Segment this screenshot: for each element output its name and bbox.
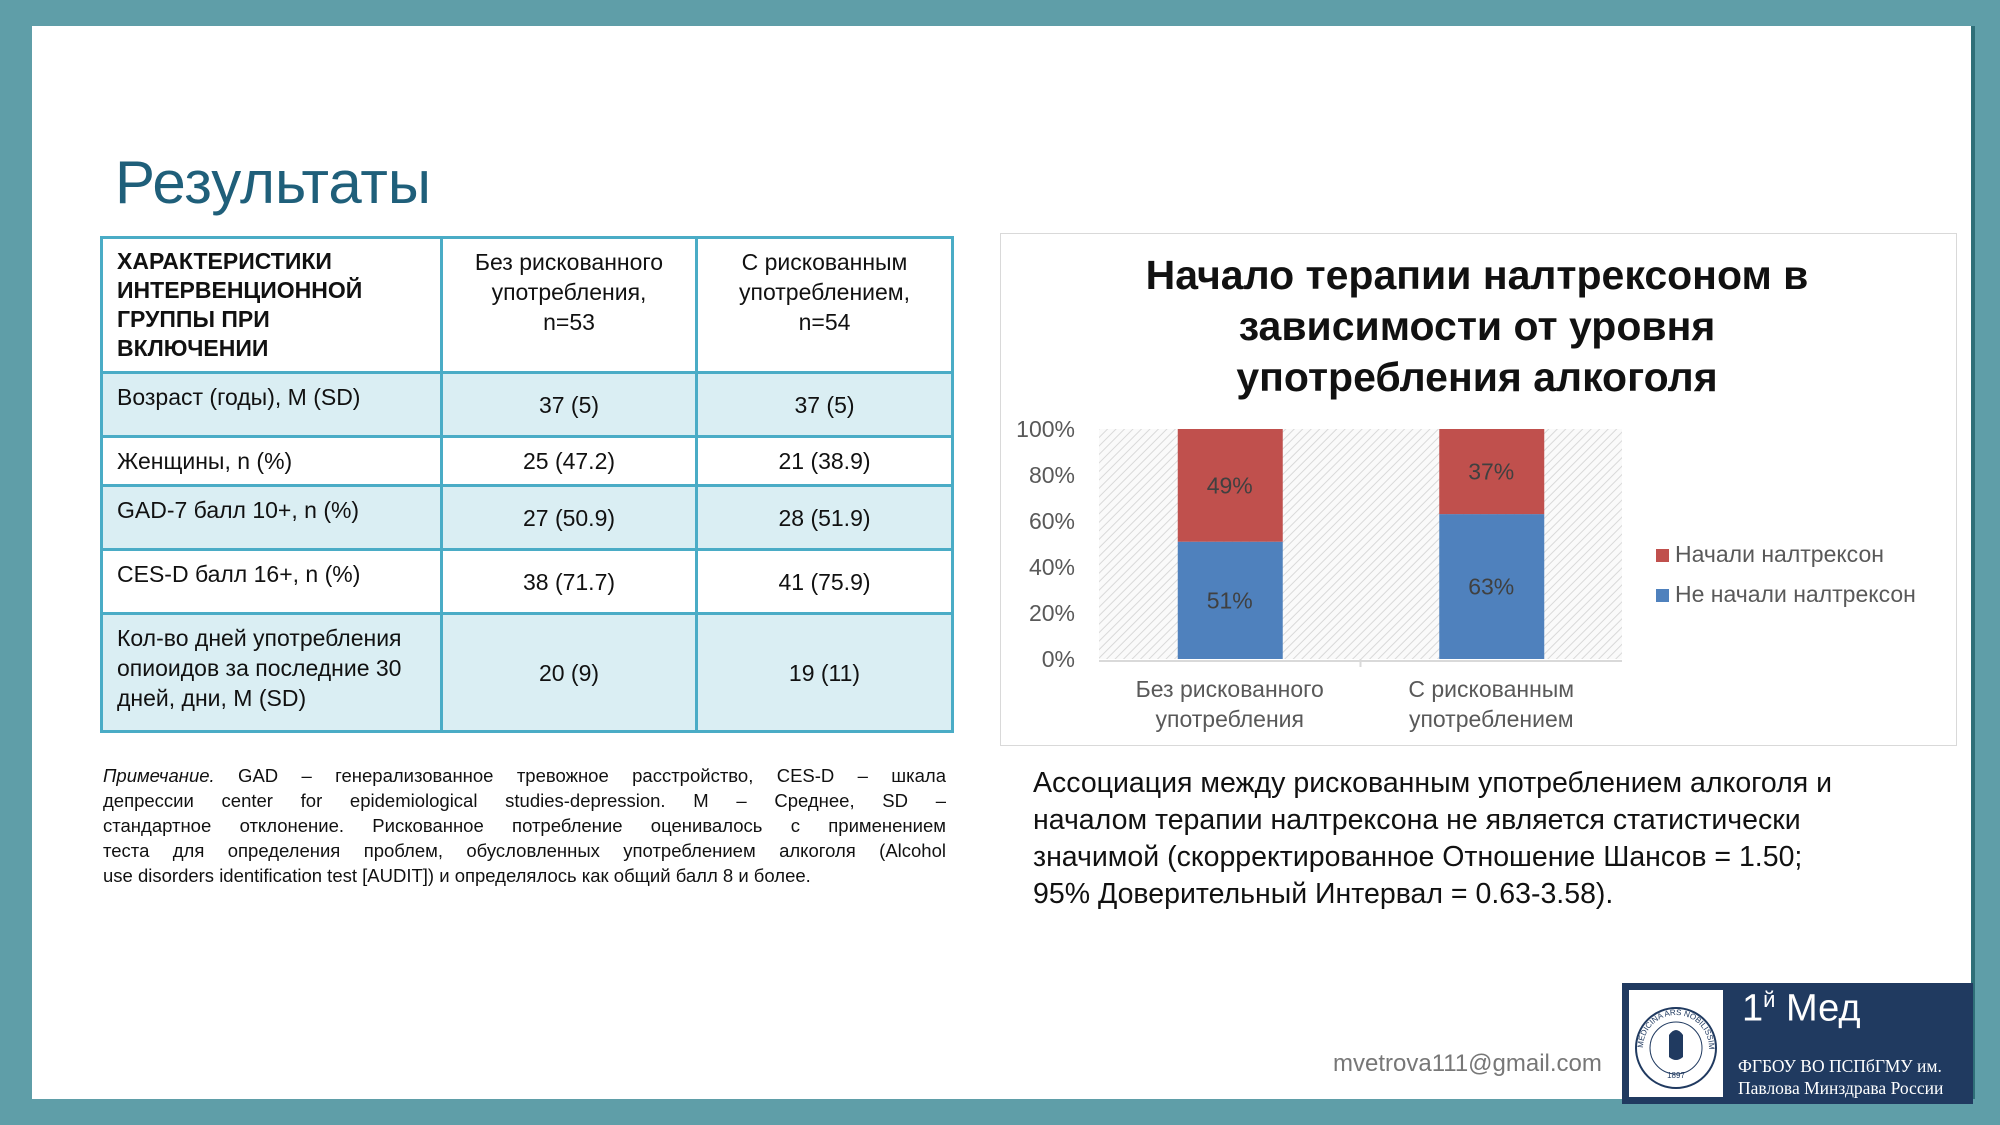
note-line: use disorders identification test [AUDIT…: [103, 865, 811, 886]
value-label: 63%: [1468, 574, 1514, 600]
logo: MEDICINA ARS NOBILISSIMA 1897 1й Мед ФГБ…: [1622, 983, 1973, 1104]
legend-swatch: [1656, 589, 1669, 602]
logo-number: 1: [1742, 987, 1764, 1030]
conclusion: Ассоциация между рискованным употреблени…: [1033, 765, 1832, 913]
chart-title: Начало терапии налтрексоном в зависимост…: [1145, 252, 1809, 400]
legend-swatch: [1656, 549, 1669, 562]
value-cell: 19 (11): [695, 612, 954, 733]
logo-line: ФГБОУ ВО ПСПбГМУ им.: [1738, 1056, 1942, 1076]
logo-name: 1й Мед: [1742, 987, 1861, 1031]
table-row: Женщины, n (%) 25 (47.2) 21 (38.9): [100, 435, 954, 487]
label-cell: GAD-7 балл 10+, n (%): [100, 484, 443, 551]
logo-suffix: й: [1763, 987, 1776, 1012]
conclusion-line: 95% Доверительный Интервал = 0.63-3.58).: [1033, 878, 1614, 910]
y-tick-label: 20%: [1029, 600, 1075, 626]
slide-title: Результаты: [115, 149, 431, 216]
note-line: депрессии center for epidemiological stu…: [103, 790, 946, 811]
header-cell: Без рискованного употребления, n=53: [440, 236, 698, 374]
conclusion-line: началом терапии налтрексона не является …: [1033, 804, 1801, 836]
legend-label: Начали налтрексон: [1675, 541, 1884, 567]
note-text: GAD – генерализованное тревожное расстро…: [214, 765, 946, 786]
legend-label: Не начали налтрексон: [1675, 581, 1916, 607]
x-tick-label: Без рискованного употребления: [1135, 676, 1324, 732]
header-line: n=54: [798, 309, 851, 335]
bar-segment: [1439, 429, 1545, 515]
logo-word: Мед: [1786, 987, 1861, 1030]
value-cell: 27 (50.9): [440, 484, 698, 551]
y-tick-label: 40%: [1029, 554, 1075, 580]
bar-segment: [1177, 541, 1283, 659]
label-cell: Женщины, n (%): [100, 435, 443, 487]
header-line: Без рискованного: [474, 249, 664, 275]
conclusion-line: Ассоциация между рискованным употреблени…: [1033, 767, 1833, 799]
value-cell: 21 (38.9): [695, 435, 954, 487]
bar-segment: [1177, 429, 1283, 542]
header-line: употребления,: [491, 279, 647, 305]
header-line: употреблением,: [739, 279, 910, 305]
value-cell: 37 (5): [440, 371, 698, 438]
note-line: теста для определения проблем, обусловле…: [103, 840, 946, 861]
table-row: CES-D балл 16+, n (%) 38 (71.7) 41 (75.9): [100, 548, 954, 615]
value-cell: 37 (5): [695, 371, 954, 438]
table-row: Кол-во дней употребления опиоидов за пос…: [100, 612, 954, 733]
label-cell: Возраст (годы), M (SD): [100, 371, 443, 438]
note-line: Примечание. GAD – генерализованное трево…: [103, 763, 946, 788]
value-cell: 25 (47.2): [440, 435, 698, 487]
value-cell: 28 (51.9): [695, 484, 954, 551]
value-label: 51%: [1207, 587, 1253, 613]
table: ХАРАКТЕРИСТИКИ ИНТЕРВЕНЦИОННОЙ ГРУППЫ ПР…: [100, 236, 954, 733]
table-header-row: ХАРАКТЕРИСТИКИ ИНТЕРВЕНЦИОННОЙ ГРУППЫ ПР…: [100, 236, 954, 374]
header-line: ХАРАКТЕРИСТИКИ ИНТЕРВЕНЦИОННОЙ ГРУППЫ ПР…: [117, 248, 363, 361]
emblem: MEDICINA ARS NOBILISSIMA 1897: [1629, 990, 1723, 1097]
conclusion-line: значимой (скорректированное Отношение Ша…: [1033, 841, 1803, 873]
value-label: 49%: [1207, 472, 1253, 498]
x-tick-label: С рискованным употреблением: [1408, 676, 1575, 732]
y-tick-label: 0%: [1042, 646, 1075, 672]
label-cell: Кол-во дней употребления опиоидов за пос…: [100, 612, 443, 733]
email: mvetrova111@gmail.com: [1333, 1050, 1602, 1077]
y-tick-label: 80%: [1029, 462, 1075, 488]
note-line: стандартное отклонение. Рискованное потр…: [103, 815, 946, 836]
legend-item: Начали налтрексон: [1656, 541, 1884, 568]
header-line: С рискованным: [741, 249, 908, 275]
bar-segment: [1439, 514, 1545, 659]
label-cell: CES-D балл 16+, n (%): [100, 548, 443, 615]
value-label: 37%: [1468, 459, 1514, 485]
note-label: Примечание.: [103, 765, 215, 786]
y-tick-label: 100%: [1016, 416, 1075, 442]
emblem-year: 1897: [1667, 1071, 1685, 1080]
note: Примечание. GAD – генерализованное трево…: [103, 763, 946, 888]
logo-line: Павлова Минздрава России: [1738, 1078, 1944, 1098]
table-row: Возраст (годы), M (SD) 37 (5) 37 (5): [100, 371, 954, 438]
header-line: n=53: [543, 309, 595, 335]
value-cell: 38 (71.7): [440, 548, 698, 615]
y-tick-label: 60%: [1029, 508, 1075, 534]
header-cell: ХАРАКТЕРИСТИКИ ИНТЕРВЕНЦИОННОЙ ГРУППЫ ПР…: [100, 236, 443, 374]
legend-item: Не начали налтрексон: [1656, 581, 1916, 608]
value-cell: 41 (75.9): [695, 548, 954, 615]
logo-text: ФГБОУ ВО ПСПбГМУ им. Павлова Минздрава Ро…: [1738, 1055, 1943, 1099]
value-cell: 20 (9): [440, 612, 698, 733]
table-row: GAD-7 балл 10+, n (%) 27 (50.9) 28 (51.9): [100, 484, 954, 551]
header-cell: С рискованным употреблением, n=54: [695, 236, 954, 374]
